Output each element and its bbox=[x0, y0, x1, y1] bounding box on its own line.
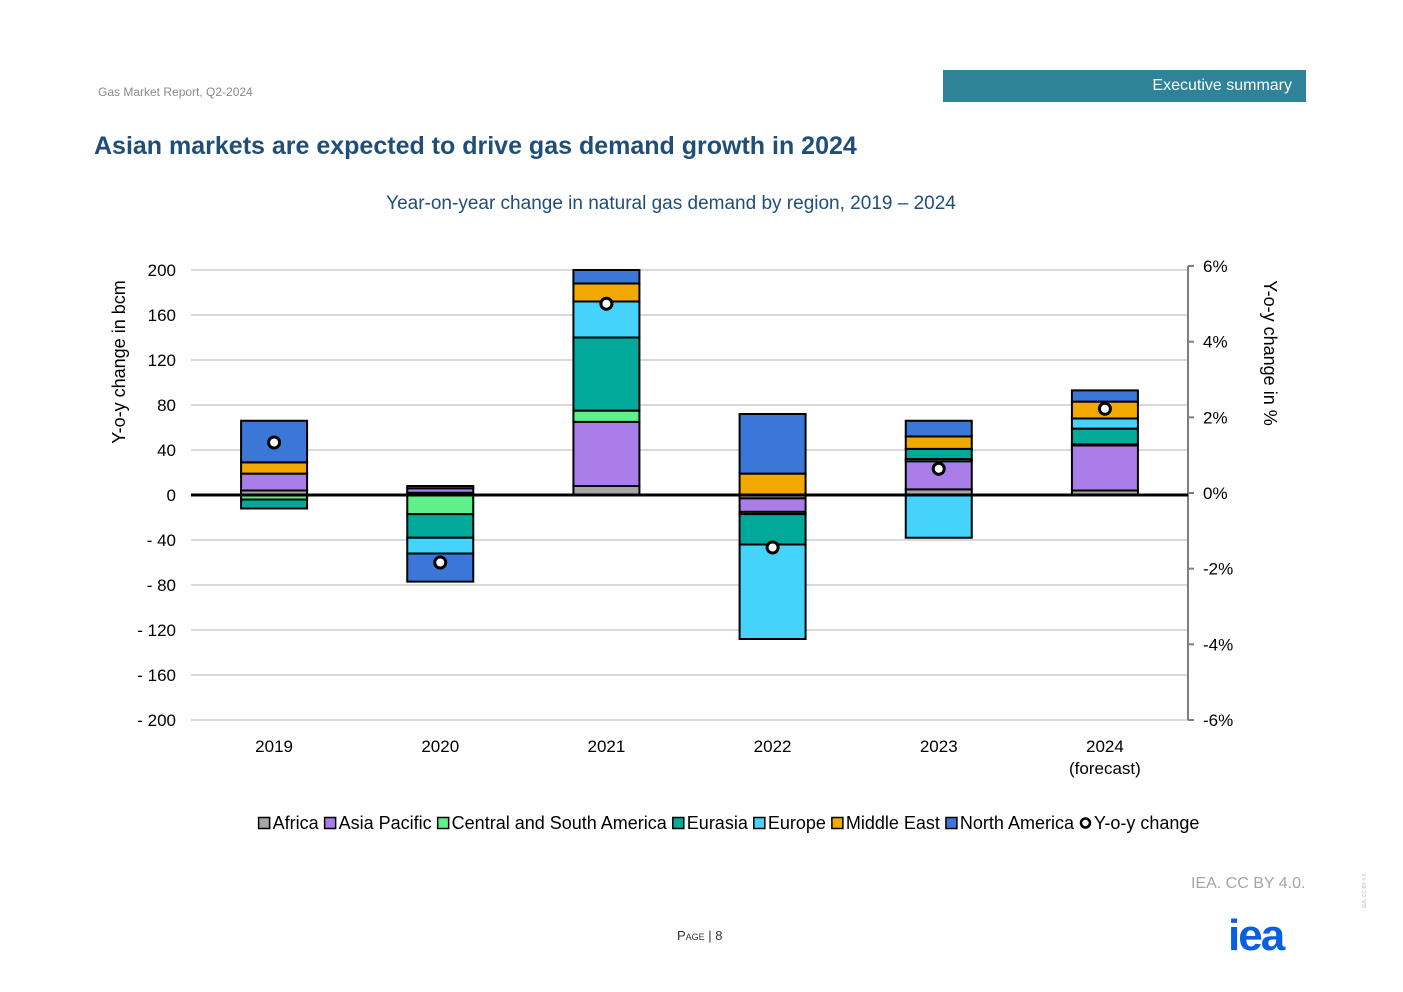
right-tick-label: -2% bbox=[1203, 560, 1233, 579]
y-axis-label-left: Y-o-y change in bcm bbox=[109, 280, 129, 443]
x-tick-label: 2020 bbox=[421, 737, 459, 756]
legend-label: Africa bbox=[273, 813, 320, 833]
legend-swatch-north-america bbox=[945, 816, 958, 830]
bar-segment-eurasia bbox=[738, 513, 807, 546]
legend-swatch-middle-east bbox=[831, 816, 844, 830]
bar-segment-middle-east bbox=[738, 472, 807, 496]
y-tick-label: 40 bbox=[157, 441, 176, 460]
bar-segment-asia-pacific bbox=[1070, 444, 1139, 492]
bar-segment-north-america bbox=[738, 413, 807, 475]
legend-swatch-europe bbox=[753, 816, 766, 830]
bar-segment-middle-east bbox=[240, 461, 309, 475]
yoy-marker bbox=[1097, 401, 1112, 416]
x-tick-label: 2021 bbox=[588, 737, 626, 756]
bar-segment-eurasia bbox=[1070, 427, 1139, 446]
bar-segment-north-america bbox=[572, 269, 641, 285]
legend-label: North America bbox=[960, 813, 1075, 833]
legend-marker-yoy bbox=[1079, 817, 1092, 829]
right-tick-label: 0% bbox=[1203, 484, 1228, 503]
legend-label: Asia Pacific bbox=[339, 813, 432, 833]
yoy-marker bbox=[599, 296, 614, 311]
y-axis-label-right: Y-o-y change in % bbox=[1260, 280, 1280, 425]
bar-segment-eurasia bbox=[406, 513, 475, 539]
y-tick-label: - 200 bbox=[137, 711, 176, 730]
legend: Africa Asia Pacific Central and South Amer… bbox=[257, 813, 1199, 833]
legend-label: Europe bbox=[768, 813, 826, 833]
side-credit: IEA. CC BY 4.0. bbox=[1362, 872, 1368, 908]
iea-logo: iea bbox=[1228, 911, 1285, 960]
y-tick-label: - 120 bbox=[137, 621, 176, 640]
axes bbox=[191, 265, 1194, 721]
bar-segment-middle-east bbox=[406, 485, 475, 490]
section-banner: Executive summary bbox=[943, 70, 1306, 102]
bar-segment-asia-pacific bbox=[240, 472, 309, 492]
legend-label: Eurasia bbox=[687, 813, 749, 833]
y-tick-label: 120 bbox=[148, 351, 176, 370]
x-tick-label: 2022 bbox=[754, 737, 792, 756]
yoy-marker bbox=[433, 555, 448, 570]
bar-segment-europe bbox=[406, 536, 475, 555]
bar-segment-asia-pacific bbox=[738, 497, 807, 513]
y-tick-label: 200 bbox=[148, 261, 176, 280]
yoy-markers bbox=[267, 296, 1112, 570]
legend-swatch-africa bbox=[257, 816, 271, 830]
legend-label: Central and South America bbox=[452, 813, 668, 833]
legend-swatch-eurasia bbox=[672, 816, 685, 830]
legend-label: Y-o-y change bbox=[1094, 813, 1199, 833]
right-tick-label: 4% bbox=[1203, 333, 1228, 352]
y-tick-label: 0 bbox=[167, 486, 176, 505]
bar-segment-asia-pacific bbox=[572, 420, 641, 487]
bar-segment-europe bbox=[738, 543, 807, 640]
bar-segment-middle-east bbox=[904, 435, 973, 450]
x-tick-label: 2024 bbox=[1086, 737, 1124, 756]
y-tick-label: - 80 bbox=[147, 576, 176, 595]
bar-segment-eurasia bbox=[572, 336, 641, 412]
page-title: Asian markets are expected to drive gas … bbox=[94, 132, 857, 160]
legend-label: Middle East bbox=[846, 813, 940, 833]
right-tick-label: -6% bbox=[1203, 711, 1233, 730]
bar-segment-central-and-south-america bbox=[572, 409, 641, 423]
tick-labels: 200 160 120 80 40 0 - 40 - 80 - 120 - 160 - 200 6% 4… bbox=[137, 257, 1233, 778]
right-tick-label: 2% bbox=[1203, 408, 1228, 427]
right-tick-label: -4% bbox=[1203, 635, 1233, 654]
yoy-marker bbox=[267, 435, 282, 450]
yoy-marker bbox=[765, 540, 780, 555]
section-label: Executive summary bbox=[1152, 77, 1292, 94]
report-name: Gas Market Report, Q2-2024 bbox=[98, 85, 253, 99]
legend-swatch-central-and-south-america bbox=[436, 816, 450, 830]
yoy-marker bbox=[931, 461, 946, 476]
bar-stacks bbox=[240, 269, 1139, 640]
gridlines bbox=[191, 269, 1188, 721]
y-tick-label: - 160 bbox=[137, 666, 176, 685]
right-tick-label: 6% bbox=[1203, 257, 1228, 276]
x-tick-label: 2019 bbox=[255, 737, 293, 756]
bar-segment-europe bbox=[1070, 417, 1139, 430]
chart-title: Year-on-year change in natural gas deman… bbox=[386, 193, 956, 214]
license-credit: IEA. CC BY 4.0. bbox=[1191, 875, 1306, 892]
bar-segment-eurasia bbox=[904, 447, 973, 460]
legend-swatch-asia-pacific bbox=[323, 816, 337, 830]
y-tick-label: - 40 bbox=[147, 531, 176, 550]
y-tick-label: 80 bbox=[157, 396, 176, 415]
bar-segment-eurasia bbox=[240, 498, 309, 510]
bar-segment-north-america bbox=[1070, 389, 1139, 403]
bar-segment-north-america bbox=[904, 419, 973, 438]
x-tick-label: (forecast) bbox=[1069, 759, 1141, 778]
y-tick-label: 160 bbox=[148, 306, 176, 325]
bar-segment-europe bbox=[904, 494, 973, 539]
x-tick-label: 2023 bbox=[920, 737, 958, 756]
bar-segment-central-and-south-america bbox=[406, 494, 475, 516]
page-number: Page | 8 bbox=[677, 928, 723, 943]
